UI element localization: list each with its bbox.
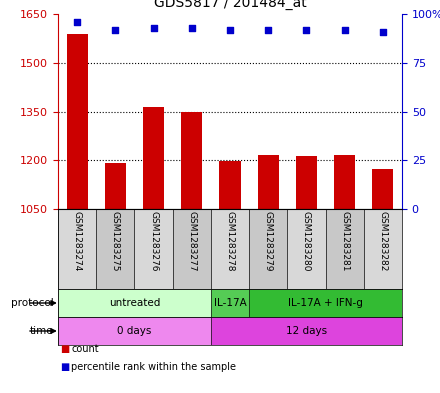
Text: time: time: [30, 326, 54, 336]
Bar: [172, 209, 211, 289]
Bar: [105, 163, 126, 209]
Point: [188, 24, 195, 31]
Text: ■: ■: [60, 344, 70, 354]
Bar: [249, 209, 287, 289]
Text: GSM1283275: GSM1283275: [111, 211, 120, 272]
Bar: [364, 209, 402, 289]
Bar: [372, 169, 393, 209]
Point: [379, 28, 386, 35]
Text: IL-17A + IFN-g: IL-17A + IFN-g: [288, 298, 363, 308]
Bar: [211, 209, 249, 289]
Point: [227, 26, 234, 33]
Bar: [296, 156, 317, 209]
Bar: [211, 317, 402, 345]
Bar: [326, 209, 364, 289]
Bar: [249, 289, 402, 317]
Title: GDS5817 / 201484_at: GDS5817 / 201484_at: [154, 0, 306, 10]
Text: GSM1283278: GSM1283278: [226, 211, 235, 272]
Bar: [211, 289, 249, 317]
Point: [303, 26, 310, 33]
Point: [265, 26, 272, 33]
Text: GSM1283280: GSM1283280: [302, 211, 311, 272]
Bar: [58, 289, 211, 317]
Text: IL-17A: IL-17A: [214, 298, 246, 308]
Bar: [58, 317, 211, 345]
Text: protocol: protocol: [11, 298, 54, 308]
Point: [73, 18, 81, 25]
Text: GSM1283279: GSM1283279: [264, 211, 273, 272]
Bar: [181, 112, 202, 209]
Text: ■: ■: [60, 362, 70, 372]
Text: untreated: untreated: [109, 298, 160, 308]
Bar: [66, 33, 88, 209]
Text: count: count: [71, 344, 99, 354]
Text: GSM1283281: GSM1283281: [340, 211, 349, 272]
Bar: [143, 107, 164, 209]
Bar: [220, 161, 241, 209]
Text: GSM1283276: GSM1283276: [149, 211, 158, 272]
Text: percentile rank within the sample: percentile rank within the sample: [71, 362, 236, 372]
Bar: [334, 155, 355, 209]
Text: 0 days: 0 days: [117, 326, 152, 336]
Bar: [258, 155, 279, 209]
Text: GSM1283282: GSM1283282: [378, 211, 387, 272]
Text: 12 days: 12 days: [286, 326, 327, 336]
Point: [150, 24, 157, 31]
Point: [112, 26, 119, 33]
Bar: [287, 209, 326, 289]
Bar: [135, 209, 172, 289]
Point: [341, 26, 348, 33]
Bar: [58, 209, 96, 289]
Text: GSM1283274: GSM1283274: [73, 211, 81, 272]
Bar: [96, 209, 135, 289]
Text: GSM1283277: GSM1283277: [187, 211, 196, 272]
